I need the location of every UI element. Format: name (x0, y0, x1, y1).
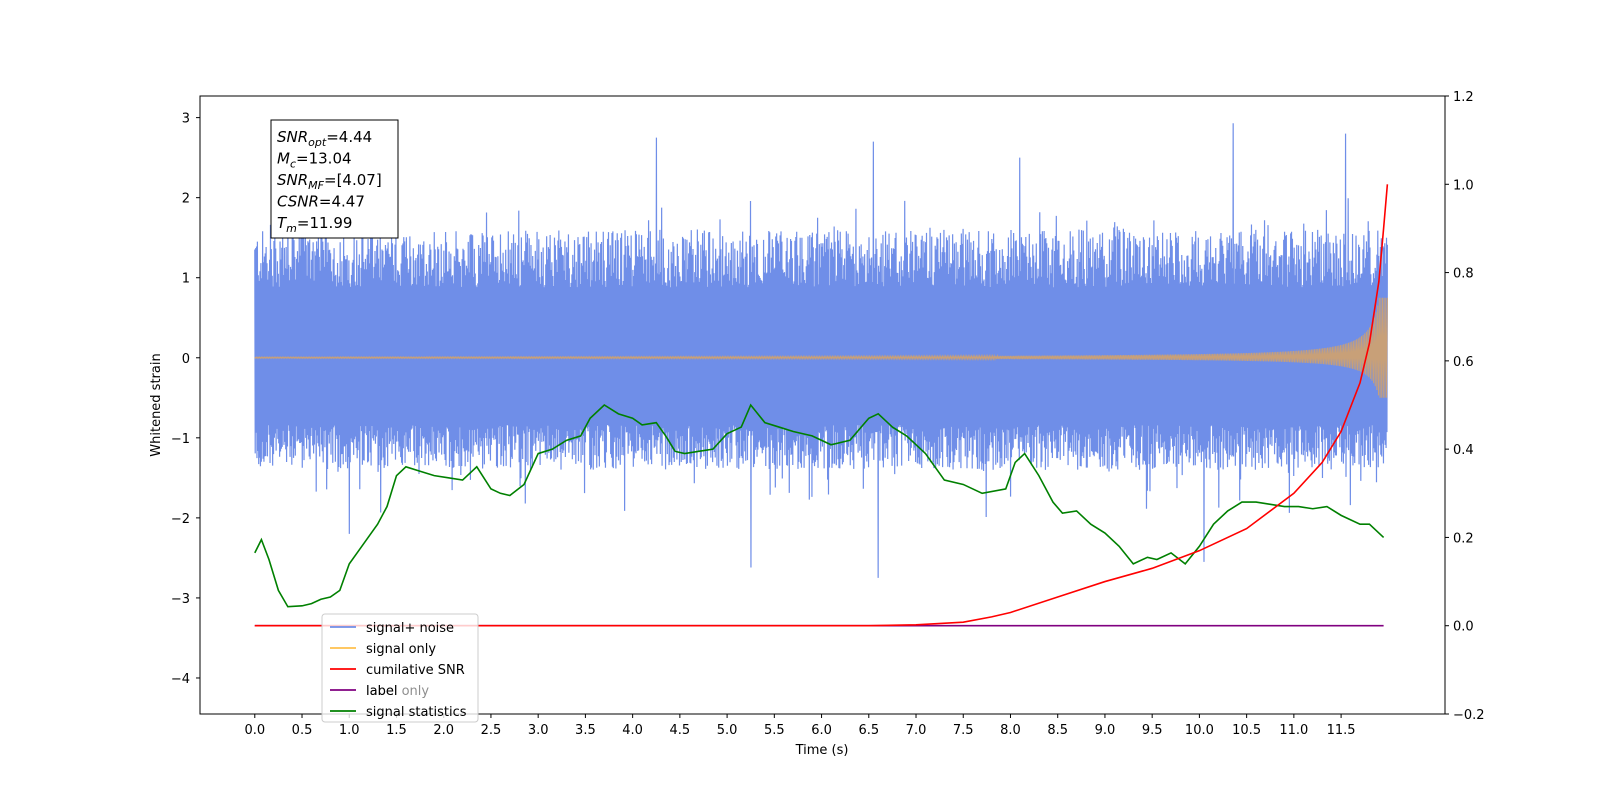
legend-entry: signal+ noise (366, 621, 454, 636)
x-tick-label: 7.5 (953, 723, 974, 738)
series-signal-only (254, 297, 1388, 398)
x-tick-label: 9.0 (1095, 723, 1116, 738)
y-tick-label-left: 1 (182, 272, 190, 287)
y-tick-label-left: −3 (171, 592, 190, 607)
x-tick-label: 11.5 (1327, 723, 1356, 738)
annotation-line: SNRMF=[4.07] (277, 171, 382, 192)
x-tick-label: 2.0 (433, 723, 454, 738)
series-signal-noise (254, 123, 1388, 578)
y-tick-label-right: −0.2 (1453, 708, 1485, 723)
y-tick-label-left: 0 (182, 352, 190, 367)
x-tick-label: 5.0 (717, 723, 738, 738)
x-tick-label: 4.0 (622, 723, 643, 738)
annotation-line: CSNR=4.47 (277, 193, 365, 211)
y-tick-label-right: 0.4 (1453, 443, 1474, 458)
legend-entry: label (366, 684, 397, 699)
x-tick-label: 7.0 (906, 723, 927, 738)
x-tick-label: 3.5 (575, 723, 596, 738)
axes-layer: 0.0 0.5 1.0 1.5 2.0 2.5 3.0 3.5 4.0 4.5 5.0 5.5 6.0 6… (171, 90, 1485, 738)
x-tick-label: 0.5 (292, 723, 313, 738)
legend-entry-overlapped: label only (366, 684, 429, 699)
annotation-line: Mc=13.04 (277, 150, 352, 171)
annotation-line: Tm=11.99 (277, 214, 352, 235)
series-signal-statistics (254, 403, 1385, 608)
y-tick-label-left: −4 (171, 672, 190, 687)
x-tick-label: 10.0 (1185, 723, 1214, 738)
series-cumulative-snr (254, 184, 1389, 627)
y-tick-label-left: −1 (171, 432, 190, 447)
legend-entry: signal only (366, 642, 436, 657)
legend-entry: cumilative SNR (366, 663, 465, 678)
y-tick-label-right: 0.2 (1453, 531, 1474, 546)
y-tick-label-right: 0.8 (1453, 267, 1474, 282)
annotation-line: SNRopt=4.44 (277, 128, 372, 149)
y-tick-label-right: 0.6 (1453, 355, 1474, 370)
y-tick-label-left: −2 (171, 512, 190, 527)
plot-frame (199, 95, 1446, 715)
x-tick-label: 0.0 (244, 723, 265, 738)
x-tick-label: 1.0 (339, 723, 360, 738)
x-axis-label: Time (s) (795, 743, 849, 758)
x-tick-label: 11.0 (1279, 723, 1308, 738)
annotation-frame (270, 119, 399, 239)
x-tick-label: 10.5 (1232, 723, 1261, 738)
y-tick-label-left: 2 (182, 192, 190, 207)
x-tick-label: 4.5 (670, 723, 691, 738)
x-tick-label: 9.5 (1142, 723, 1163, 738)
x-tick-label: 6.0 (811, 723, 832, 738)
annotation-box: SNRopt=4.44Mc=13.04SNRMF=[4.07]CSNR=4.47… (270, 119, 399, 239)
x-tick-label: 5.5 (764, 723, 785, 738)
legend: signal+ noise signal only cumilative SNR la… (321, 613, 479, 723)
y-tick-label-right: 1.2 (1453, 90, 1474, 105)
y-tick-label-left: 3 (182, 112, 190, 127)
x-tick-label: 6.5 (858, 723, 879, 738)
x-tick-label: 8.5 (1047, 723, 1068, 738)
x-tick-label: 8.0 (1000, 723, 1021, 738)
x-tick-label: 2.5 (481, 723, 502, 738)
legend-frame (321, 613, 479, 723)
y-tick-label-right: 0.0 (1453, 620, 1474, 635)
y-tick-label-right: 1.0 (1453, 178, 1474, 193)
y-axis-label: Whitened strain (149, 353, 164, 456)
x-tick-label: 1.5 (386, 723, 407, 738)
legend-entry: signal statistics (366, 705, 467, 720)
x-tick-label: 3.0 (528, 723, 549, 738)
